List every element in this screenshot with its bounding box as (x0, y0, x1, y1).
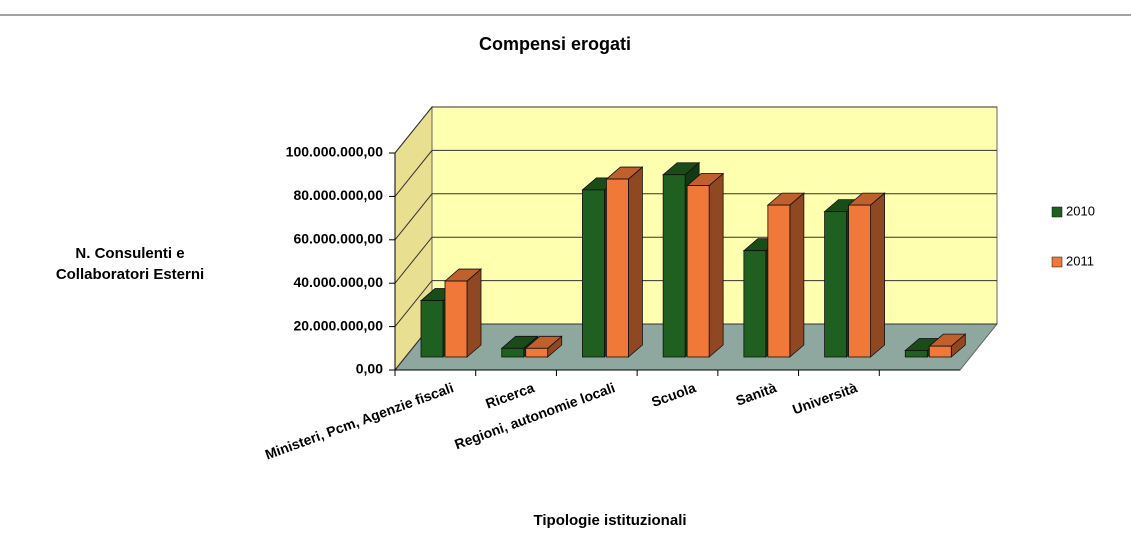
bar (928, 345, 952, 358)
y-axis-title: N. Consulenti e Collaboratori Esterni (55, 245, 205, 283)
bar (848, 204, 871, 358)
y-tick-label: 20.000.000,00 (293, 317, 383, 333)
bar (904, 350, 928, 358)
x-tick-label: Università (790, 379, 859, 417)
bar (582, 189, 605, 358)
x-tick-label: Sanità (734, 379, 779, 408)
bar-side (870, 192, 885, 358)
x-axis-title: Tipologie istituzionali (533, 512, 686, 529)
x-tick-label: Scuola (649, 379, 698, 410)
y-tick-label: 60.000.000,00 (293, 231, 383, 247)
legend-label: 2010 (1066, 203, 1095, 218)
legend-swatch (1051, 206, 1063, 218)
grid-line (394, 280, 997, 327)
y-tick-label: 100.000.000,00 (286, 144, 384, 160)
grid-line (394, 236, 997, 284)
bar-side (628, 166, 643, 358)
x-tick-label: Ricerca (483, 379, 536, 411)
bar-side (466, 268, 482, 358)
bar (662, 174, 686, 358)
bar (444, 280, 468, 358)
legend-swatch (1051, 256, 1063, 268)
bar (824, 211, 847, 358)
bar (420, 300, 444, 358)
grid-line (394, 193, 997, 241)
bar (743, 250, 767, 358)
bar (501, 347, 525, 358)
y-tick-label: 0,00 (356, 361, 383, 377)
bar (686, 185, 710, 358)
grid-line (394, 149, 997, 197)
y-tick-label: 40.000.000,00 (293, 274, 383, 290)
bar-side (708, 172, 724, 358)
chart-title: Compensi erogati (479, 34, 631, 54)
bar (525, 347, 549, 358)
x-tick-label: Ministeri, Pcm, Agenzie fiscali (263, 379, 456, 462)
bar (767, 204, 791, 358)
legend-label: 2011 (1066, 253, 1094, 268)
bar-side (789, 192, 805, 358)
bar (606, 178, 629, 358)
grid-line (394, 106, 997, 154)
y-tick-label: 80.000.000,00 (293, 187, 383, 203)
